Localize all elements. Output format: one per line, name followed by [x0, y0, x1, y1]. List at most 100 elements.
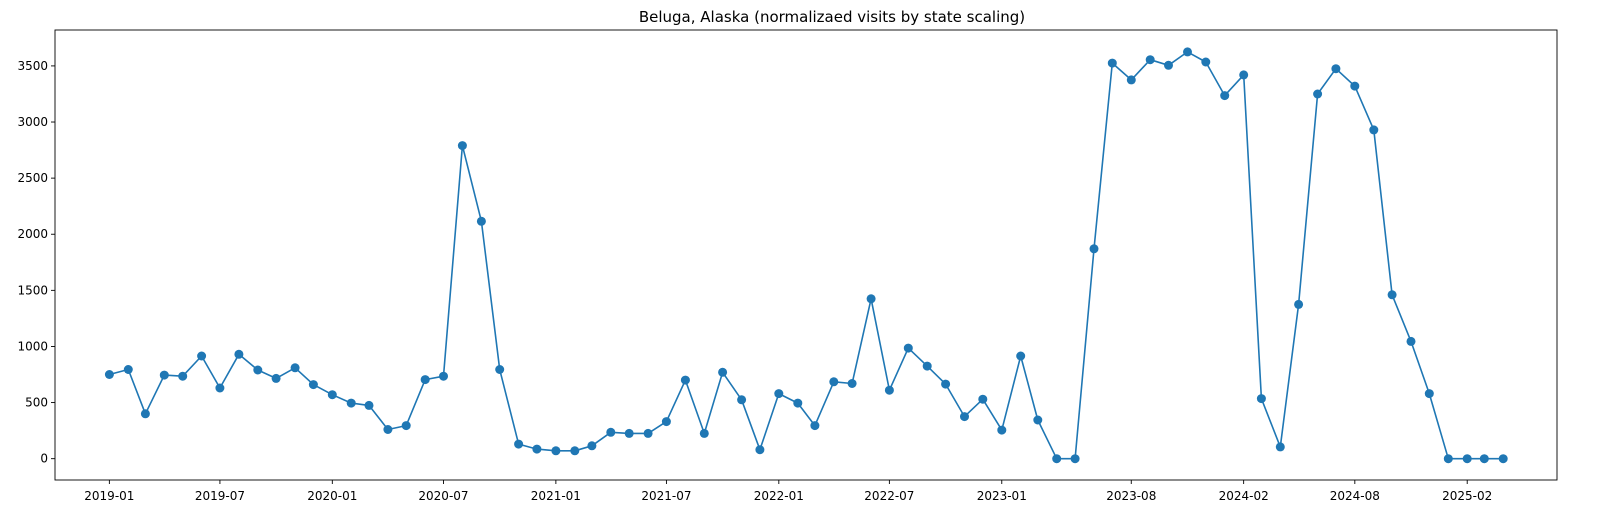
data-point [680, 375, 690, 385]
data-point [1462, 454, 1472, 464]
data-point [551, 446, 561, 456]
data-point [1331, 64, 1341, 74]
chart-title: Beluga, Alaska (normalizaed visits by st… [639, 8, 1025, 26]
data-point [1070, 454, 1080, 464]
y-tick-label: 1000 [17, 339, 48, 353]
data-point [439, 371, 448, 381]
data-point [1369, 125, 1379, 135]
y-tick-label: 1500 [17, 283, 48, 297]
data-point [1089, 244, 1099, 254]
y-tick-label: 0 [40, 452, 48, 466]
data-point [1275, 442, 1285, 452]
data-point [847, 379, 857, 388]
data-point [104, 370, 114, 379]
data-point [401, 421, 411, 431]
data-point [1424, 389, 1434, 399]
data-point [308, 380, 318, 390]
data-point [1479, 454, 1489, 464]
data-point [941, 379, 951, 389]
data-point [978, 394, 988, 404]
data-point [1387, 290, 1397, 300]
x-tick-label: 2024-08 [1330, 489, 1380, 503]
y-tick-label: 3000 [17, 115, 48, 129]
data-point [1201, 57, 1211, 67]
data-point [1126, 75, 1136, 85]
x-tick-label: 2025-02 [1442, 489, 1492, 503]
data-point [1033, 415, 1043, 425]
data-point [253, 365, 263, 375]
data-point [866, 294, 876, 304]
data-point [1406, 336, 1416, 346]
data-point [495, 365, 505, 374]
data-point [1256, 394, 1266, 404]
x-tick-label: 2023-08 [1106, 489, 1156, 503]
data-point [1164, 60, 1173, 70]
data-point [774, 389, 784, 399]
x-tick-label: 2022-07 [864, 489, 914, 503]
data-point [624, 428, 634, 438]
y-tick-label: 2500 [17, 171, 48, 185]
data-point [810, 421, 820, 431]
data-point [1107, 58, 1117, 68]
data-point [1220, 91, 1230, 101]
data-point [1183, 47, 1192, 57]
x-tick-label: 2023-01 [977, 489, 1027, 503]
data-point [383, 425, 393, 434]
data-point [570, 446, 580, 456]
data-point [1294, 299, 1304, 309]
data-point [346, 398, 356, 408]
data-point [1350, 81, 1360, 91]
data-point [215, 383, 225, 393]
data-point [532, 444, 542, 454]
x-tick-label: 2024-02 [1219, 489, 1269, 503]
y-tick-label: 2000 [17, 227, 48, 241]
data-point [903, 343, 913, 353]
axes-frame [54, 29, 1558, 481]
data-point [234, 349, 244, 359]
data-point [457, 141, 467, 151]
series-line [109, 51, 1504, 460]
x-tick-label: 2020-07 [418, 489, 468, 503]
x-tick-label: 2019-07 [195, 489, 245, 503]
data-point [290, 363, 300, 373]
data-point [699, 428, 709, 438]
data-point [476, 216, 486, 226]
data-point [159, 370, 169, 380]
data-point [327, 390, 337, 400]
data-point [197, 351, 207, 361]
data-point [829, 377, 839, 387]
data-point [884, 385, 894, 395]
data-point [661, 417, 671, 427]
data-point [1145, 55, 1155, 65]
data-point [1239, 70, 1249, 80]
data-point [606, 427, 616, 437]
data-point [514, 439, 524, 449]
x-tick-label: 2020-01 [307, 489, 357, 503]
data-point [960, 412, 969, 422]
x-tick-label: 2022-01 [754, 489, 804, 503]
data-point [755, 445, 765, 455]
data-point [1052, 454, 1062, 464]
y-tick-label: 3500 [17, 59, 48, 73]
data-point [587, 441, 597, 451]
data-point [793, 398, 803, 408]
data-point [643, 428, 653, 438]
data-point [718, 367, 728, 377]
data-point [1498, 454, 1508, 464]
data-point [123, 365, 133, 374]
data-point [1313, 89, 1323, 99]
x-tick-label: 2021-01 [531, 489, 581, 503]
x-tick-label: 2021-07 [641, 489, 691, 503]
x-tick-label: 2019-01 [84, 489, 134, 503]
data-point [140, 409, 150, 419]
data-point [997, 425, 1007, 435]
data-point [178, 371, 188, 381]
plot-area: 2019-01 2019-07 2020-01 2020-07 2021-01 2021-… [17, 29, 1558, 503]
data-point [1016, 351, 1026, 361]
data-point [271, 373, 281, 383]
data-point [420, 375, 430, 385]
data-point [1443, 454, 1453, 464]
y-tick-label: 500 [25, 396, 48, 410]
